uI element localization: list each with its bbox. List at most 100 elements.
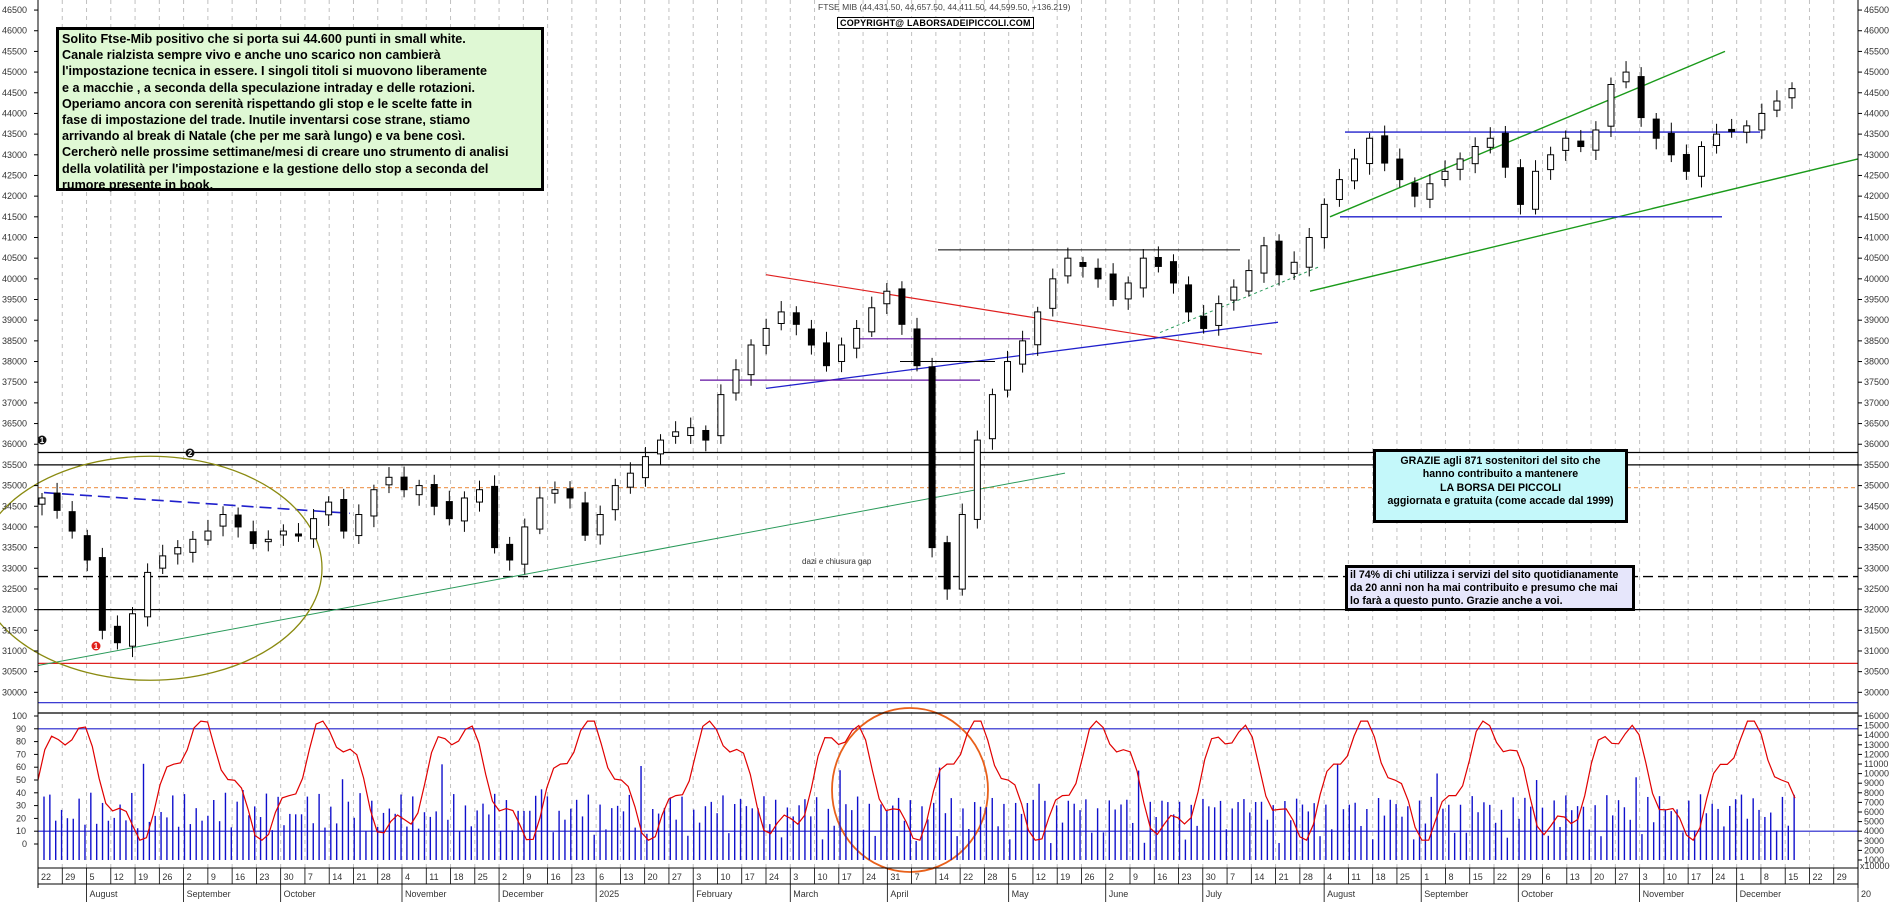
svg-text:3: 3 — [1643, 872, 1648, 882]
svg-text:1000: 1000 — [1864, 855, 1884, 865]
svg-text:7: 7 — [1230, 872, 1235, 882]
svg-text:8: 8 — [1764, 872, 1769, 882]
svg-text:29: 29 — [1837, 872, 1847, 882]
svg-text:x100000: x100000 — [1860, 861, 1890, 871]
svg-text:20: 20 — [1861, 889, 1871, 899]
svg-text:24: 24 — [866, 872, 876, 882]
svg-text:44500: 44500 — [2, 88, 27, 98]
svg-text:8000: 8000 — [1864, 788, 1884, 798]
svg-text:September: September — [187, 889, 231, 899]
pivot-markers: 1 2 1 — [37, 435, 195, 651]
svg-text:39500: 39500 — [1864, 295, 1889, 305]
note-line: hanno contribuito a mantenere — [1422, 468, 1579, 481]
svg-text:45500: 45500 — [2, 46, 27, 56]
svg-text:33500: 33500 — [1864, 543, 1889, 553]
svg-text:7: 7 — [308, 872, 313, 882]
svg-text:20: 20 — [648, 872, 658, 882]
svg-text:42000: 42000 — [2, 191, 27, 201]
svg-text:37500: 37500 — [2, 377, 27, 387]
svg-text:3000: 3000 — [1864, 836, 1884, 846]
note-line: l'impostazione tecnica in essere. I sing… — [62, 64, 487, 79]
svg-text:38000: 38000 — [1864, 357, 1889, 367]
svg-text:36500: 36500 — [1864, 419, 1889, 429]
svg-text:15: 15 — [1473, 872, 1483, 882]
commentary-note: Solito Ftse-Mib positivo che si porta su… — [56, 27, 544, 192]
copyright-label: COPYRIGHT@ LABORSADEIPICCOLI.COM — [837, 17, 1034, 29]
svg-text:11000: 11000 — [1864, 759, 1888, 769]
svg-text:2: 2 — [187, 872, 192, 882]
svg-text:22: 22 — [963, 872, 973, 882]
note-line: Canale rialzista sempre vivo e anche uno… — [62, 48, 441, 63]
svg-text:36000: 36000 — [1864, 439, 1889, 449]
svg-text:42000: 42000 — [1864, 191, 1889, 201]
svg-text:12000: 12000 — [1864, 749, 1889, 759]
gap-annotation: dazi e chiusura gap — [802, 557, 872, 566]
svg-text:3: 3 — [793, 872, 798, 882]
svg-text:30000: 30000 — [2, 687, 27, 697]
svg-text:50: 50 — [16, 775, 26, 785]
svg-text:43000: 43000 — [1864, 150, 1889, 160]
svg-text:38500: 38500 — [1864, 336, 1889, 346]
svg-text:19: 19 — [1060, 872, 1070, 882]
svg-text:4: 4 — [1327, 872, 1332, 882]
svg-text:34500: 34500 — [1864, 501, 1889, 511]
svg-text:16: 16 — [1157, 872, 1167, 882]
svg-text:34500: 34500 — [2, 501, 27, 511]
svg-text:17: 17 — [842, 872, 852, 882]
svg-text:28: 28 — [987, 872, 997, 882]
svg-text:18: 18 — [454, 872, 464, 882]
svg-text:40500: 40500 — [1864, 253, 1889, 263]
svg-text:15: 15 — [1788, 872, 1798, 882]
svg-text:11: 11 — [1351, 872, 1360, 882]
svg-text:33500: 33500 — [2, 543, 27, 553]
svg-text:42500: 42500 — [2, 170, 27, 180]
svg-text:31000: 31000 — [1864, 646, 1889, 656]
svg-text:29: 29 — [65, 872, 75, 882]
svg-text:6: 6 — [1546, 872, 1551, 882]
svg-text:24: 24 — [769, 872, 779, 882]
svg-text:5: 5 — [1012, 872, 1017, 882]
svg-text:September: September — [1424, 889, 1468, 899]
svg-text:31: 31 — [890, 872, 900, 882]
svg-text:30: 30 — [284, 872, 294, 882]
svg-text:5000: 5000 — [1864, 817, 1884, 827]
svg-text:90: 90 — [16, 724, 26, 734]
note-line: lo farà a questo punto. Grazie anche a v… — [1350, 595, 1563, 607]
candlesticks — [38, 61, 1796, 658]
svg-text:December: December — [502, 889, 544, 899]
svg-text:2000: 2000 — [1864, 845, 1884, 855]
svg-text:44500: 44500 — [1864, 88, 1889, 98]
svg-text:41000: 41000 — [1864, 232, 1889, 242]
svg-text:March: March — [793, 889, 818, 899]
svg-text:6000: 6000 — [1864, 807, 1884, 817]
svg-text:35500: 35500 — [1864, 460, 1889, 470]
svg-text:43500: 43500 — [2, 129, 27, 139]
svg-text:October: October — [284, 889, 316, 899]
svg-text:10000: 10000 — [1864, 769, 1889, 779]
svg-text:30500: 30500 — [1864, 667, 1889, 677]
svg-text:18: 18 — [1376, 872, 1386, 882]
svg-text:34000: 34000 — [2, 522, 27, 532]
svg-text:25: 25 — [478, 872, 488, 882]
svg-text:33000: 33000 — [1864, 563, 1889, 573]
svg-text:38000: 38000 — [2, 357, 27, 367]
note-line: Cercherò nelle prossime settimane/mesi d… — [62, 145, 509, 160]
note-line: della volatilità per l'impostazione e la… — [62, 161, 489, 176]
svg-text:22: 22 — [1497, 872, 1507, 882]
svg-text:37000: 37000 — [1864, 398, 1889, 408]
svg-text:October: October — [1521, 889, 1553, 899]
svg-text:27: 27 — [1618, 872, 1628, 882]
note-line: e a macchie , a seconda della speculazio… — [62, 80, 475, 95]
svg-text:26: 26 — [1084, 872, 1094, 882]
svg-text:43000: 43000 — [2, 150, 27, 160]
svg-text:November: November — [1643, 889, 1685, 899]
svg-text:7000: 7000 — [1864, 797, 1884, 807]
svg-text:40000: 40000 — [2, 274, 27, 284]
note-line: aggiornata e gratuita (come accade dal 1… — [1387, 495, 1614, 508]
svg-text:2: 2 — [502, 872, 507, 882]
note-line: GRAZIE agli 871 sostenitori del sito che — [1400, 455, 1601, 467]
svg-text:12: 12 — [114, 872, 124, 882]
svg-text:28: 28 — [381, 872, 391, 882]
